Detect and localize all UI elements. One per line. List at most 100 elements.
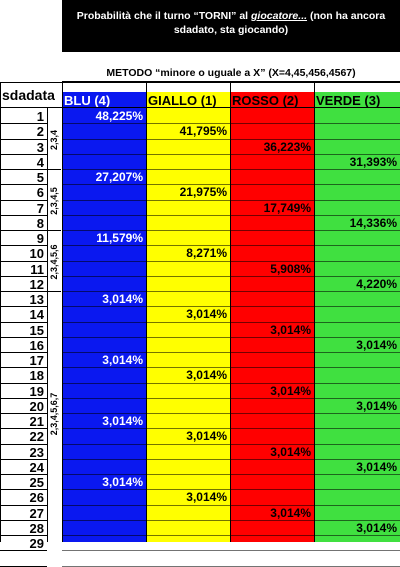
row-number: 2 xyxy=(36,124,44,140)
probability-cell: 27,207% xyxy=(95,170,143,184)
row-number: 17 xyxy=(29,353,44,368)
probability-cell: 3,014% xyxy=(270,444,311,459)
column-line xyxy=(314,82,315,542)
row-line xyxy=(0,459,47,460)
row-header-label: sdadata xyxy=(2,87,55,103)
row-line xyxy=(0,505,47,506)
column-1-fill xyxy=(62,92,146,542)
row-number: 29 xyxy=(29,536,44,551)
row-line xyxy=(62,139,400,140)
row-line xyxy=(62,215,400,216)
probability-cell: 48,225% xyxy=(95,109,143,123)
row-line xyxy=(62,276,400,277)
group-divider xyxy=(47,230,61,231)
probability-cell: 41,795% xyxy=(179,124,227,139)
method-row: METODO “minore o uguale a X” (X=4,45,456… xyxy=(62,52,400,82)
probability-cell: 14,336% xyxy=(349,215,397,230)
row-line xyxy=(62,169,400,170)
row-line xyxy=(0,535,47,536)
dice-group-label: 2,3,4 xyxy=(47,109,61,170)
row-line xyxy=(0,383,47,384)
top-line xyxy=(0,82,400,83)
row-line xyxy=(62,444,400,445)
row-line xyxy=(62,398,400,399)
row-line xyxy=(62,322,400,323)
probability-cell: 3,014% xyxy=(186,368,227,383)
row-number: 10 xyxy=(29,246,44,262)
row-line xyxy=(62,474,400,475)
column-header-1: BLU (4) xyxy=(64,93,111,108)
column-line xyxy=(146,82,147,542)
column-2-fill xyxy=(146,92,230,542)
row-number: 28 xyxy=(29,520,44,536)
row-line xyxy=(62,291,400,292)
row-number: 8 xyxy=(36,215,44,231)
row-line xyxy=(0,245,47,246)
row-number: 25 xyxy=(29,475,44,490)
row-number: 21 xyxy=(29,414,44,429)
probability-cell: 3,014% xyxy=(356,459,397,474)
probability-cell: 3,014% xyxy=(102,414,143,428)
row-line xyxy=(62,428,400,429)
row-line xyxy=(62,200,400,201)
row-line xyxy=(62,383,400,384)
row-line xyxy=(62,505,400,506)
row-line xyxy=(0,398,47,399)
group-text: 2,3,4,5 xyxy=(49,186,59,215)
column-line xyxy=(230,82,231,542)
row-number: 27 xyxy=(29,505,44,521)
probability-cell: 8,271% xyxy=(186,246,227,261)
row-number: 24 xyxy=(29,459,44,475)
method-label: METODO “minore o uguale a X” (X=4,45,456… xyxy=(106,67,356,79)
probability-cell: 3,014% xyxy=(186,429,227,444)
probability-cell: 4,220% xyxy=(356,276,397,291)
row-line xyxy=(0,352,47,353)
group-text: 2,3,4,5,6,7 xyxy=(49,392,59,436)
row-line xyxy=(62,367,400,368)
table-title: Probabilità che il turno “TORNI” al gioc… xyxy=(62,0,400,52)
row-line xyxy=(0,169,47,170)
row-number: 7 xyxy=(36,200,44,216)
column-3-fill xyxy=(230,92,314,542)
group-divider xyxy=(47,291,61,292)
probability-cell: 3,014% xyxy=(270,383,311,398)
row-number: 26 xyxy=(29,490,44,506)
group-text: 2,3,4,5,6 xyxy=(49,243,59,280)
dice-group-label: 2,3,4,5 xyxy=(47,169,61,231)
column-header-3: ROSSO (2) xyxy=(232,93,299,108)
row-line xyxy=(0,322,47,323)
probability-cell: 17,749% xyxy=(263,200,311,215)
probability-cell: 3,014% xyxy=(270,505,311,520)
row-line xyxy=(62,154,400,155)
row-number: 5 xyxy=(36,170,44,185)
probability-cell: 3,014% xyxy=(356,520,397,535)
row-number: 16 xyxy=(29,337,44,353)
row-number: 11 xyxy=(30,261,44,277)
row-line xyxy=(0,444,47,445)
row-line xyxy=(0,200,47,201)
row-line xyxy=(0,291,47,292)
row-number: 19 xyxy=(29,383,44,399)
row-number: 20 xyxy=(29,398,44,414)
column-header-4: VERDE (3) xyxy=(316,93,381,108)
column-header-2: GIALLO (1) xyxy=(148,93,217,108)
row-number: 12 xyxy=(29,276,44,292)
row-number: 9 xyxy=(36,231,44,246)
row-line xyxy=(0,367,47,368)
probability-cell: 21,975% xyxy=(179,185,227,200)
row-line xyxy=(0,413,47,414)
row-line xyxy=(62,184,400,185)
column-line xyxy=(0,82,1,542)
row-line xyxy=(0,474,47,475)
row-number: 13 xyxy=(29,292,44,307)
row-line xyxy=(0,428,47,429)
row-line xyxy=(0,154,47,155)
probability-cell: 3,014% xyxy=(356,398,397,413)
row-line xyxy=(62,352,400,353)
row-line xyxy=(62,520,400,521)
column-4-fill xyxy=(314,92,400,542)
row-line xyxy=(62,535,400,536)
probability-cell: 5,908% xyxy=(270,261,311,276)
row-number: 3 xyxy=(36,139,44,155)
row-line xyxy=(62,459,400,460)
